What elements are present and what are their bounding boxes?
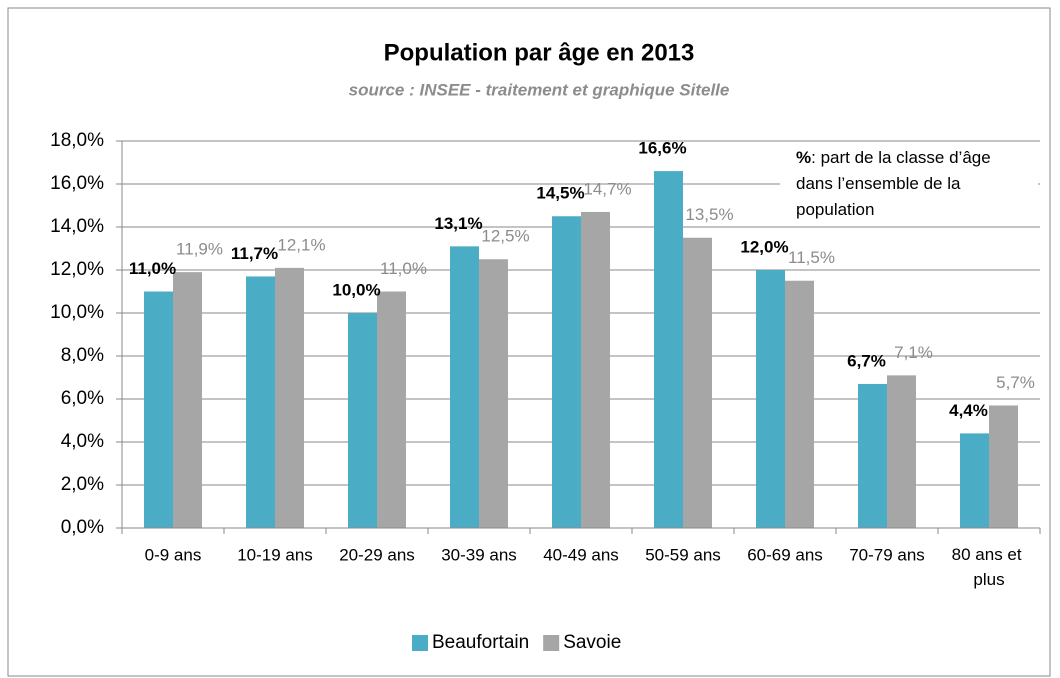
x-tick-label: 40-49 ans: [543, 545, 619, 564]
y-tick-label: 8,0%: [61, 345, 104, 366]
x-tick-label: 50-59 ans: [645, 545, 721, 564]
chart-subtitle: source : INSEE - traitement et graphique…: [349, 80, 730, 99]
bar: [377, 291, 406, 528]
bar: [683, 237, 712, 528]
legend-swatch: [543, 635, 560, 651]
value-label: 4,4%: [949, 401, 988, 420]
bar: [858, 383, 887, 528]
x-tick-label: 60-69 ans: [747, 545, 823, 564]
x-tick-label: 30-39 ans: [441, 545, 517, 564]
y-tick-label: 16,0%: [50, 173, 104, 194]
value-label: 14,7%: [583, 179, 631, 198]
bar: [785, 280, 814, 528]
bar: [581, 211, 610, 528]
annotation-line: population: [796, 200, 874, 219]
y-tick-label: 18,0%: [50, 130, 104, 151]
legend-label: Beaufortain: [432, 632, 529, 653]
bar: [552, 216, 581, 528]
x-tick-label: 70-79 ans: [849, 545, 925, 564]
value-label: 13,1%: [434, 214, 482, 233]
bar: [144, 291, 173, 528]
x-tick-label: 20-29 ans: [339, 545, 415, 564]
x-tick-label: 0-9 ans: [145, 545, 202, 564]
value-label: 11,9%: [176, 240, 223, 259]
value-label: 11,7%: [231, 244, 278, 263]
value-label: 10,0%: [332, 280, 380, 299]
bar: [275, 267, 304, 528]
value-label: 5,7%: [996, 373, 1035, 392]
y-tick-label: 14,0%: [50, 216, 104, 237]
annotation-line: dans l’ensemble de la: [796, 174, 961, 193]
bar: [450, 246, 479, 528]
y-tick-label: 2,0%: [61, 474, 104, 495]
x-tick-label: 80 ans et plus: [952, 545, 1027, 589]
value-label: 6,7%: [847, 351, 886, 370]
bar: [756, 270, 785, 528]
annotation-line: : part de la classe d’âge: [811, 148, 991, 167]
chart-title: Population par âge en 2013: [384, 39, 695, 66]
value-label: 11,5%: [788, 248, 835, 267]
value-label: 12,5%: [481, 227, 529, 246]
legend-swatch: [412, 635, 428, 651]
annotation-background: [780, 144, 1038, 226]
annotation-bold: %: [796, 148, 811, 167]
bar: [479, 259, 508, 528]
bar: [654, 171, 683, 528]
value-label: 11,0%: [380, 259, 427, 278]
bar: [246, 276, 275, 528]
x-tick-label: 10-19 ans: [237, 545, 313, 564]
y-tick-label: 4,0%: [61, 431, 104, 452]
bar: [989, 405, 1018, 528]
y-tick-label: 0,0%: [61, 517, 104, 538]
value-label: 14,5%: [536, 184, 584, 203]
value-label: 12,0%: [740, 237, 788, 256]
bar: [173, 272, 202, 528]
value-label: 12,1%: [277, 235, 325, 254]
annotation: %: part de la classe d’âge dans l’ensembl…: [796, 148, 991, 219]
bar: [960, 433, 989, 528]
legend-label: Savoie: [563, 632, 621, 653]
y-tick-label: 6,0%: [61, 388, 104, 409]
value-label: 16,6%: [638, 139, 686, 158]
y-tick-label: 10,0%: [50, 302, 104, 323]
y-tick-label: 12,0%: [50, 259, 104, 280]
value-label: 11,0%: [129, 259, 176, 278]
value-label: 7,1%: [894, 343, 933, 362]
bar: [348, 313, 377, 528]
bar: [887, 375, 916, 528]
value-label: 13,5%: [685, 205, 733, 224]
